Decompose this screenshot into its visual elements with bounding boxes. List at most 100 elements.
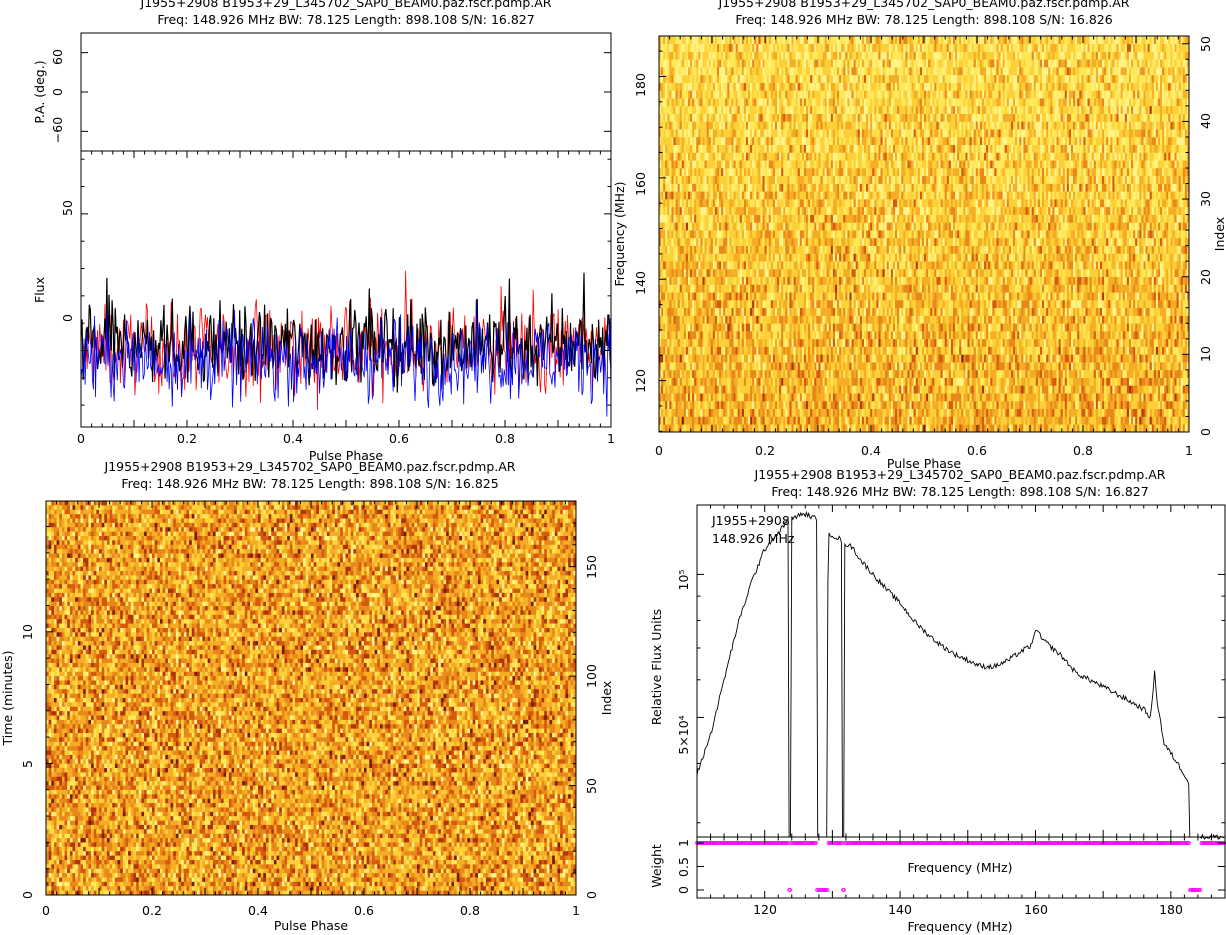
freq-heatmap-cell [872, 401, 874, 409]
freq-heatmap-cell [961, 308, 963, 316]
freq-heatmap-cell [984, 409, 986, 417]
freq-heatmap-cell [1025, 416, 1027, 424]
freq-heatmap-cell [736, 409, 738, 417]
freq-heatmap-cell [941, 370, 943, 378]
freq-heatmap-cell [835, 292, 837, 300]
freq-heatmap-cell [866, 362, 868, 370]
freq-heatmap-cell [934, 339, 936, 347]
freq-heatmap-cell [1166, 308, 1168, 316]
freq-heatmap-cell [876, 370, 878, 378]
freq-heatmap-cell [779, 300, 781, 308]
freq-heatmap-cell [702, 300, 704, 308]
freq-heatmap-cell [676, 362, 678, 370]
freq-heatmap-cell [953, 308, 955, 316]
freq-heatmap-cell [723, 323, 725, 331]
freq-heatmap-cell [1044, 393, 1046, 401]
freq-heatmap-cell [984, 393, 986, 401]
freq-heatmap-cell [864, 370, 866, 378]
freq-heatmap-cell [1154, 378, 1156, 386]
freq-heatmap-cell [854, 393, 856, 401]
freq-heatmap-cell [1119, 424, 1121, 432]
freq-heatmap-cell [783, 308, 785, 316]
freq-heatmap-cell [1112, 393, 1114, 401]
freq-heatmap-cell [1075, 416, 1077, 424]
freq-heatmap-cell [1127, 331, 1129, 339]
freq-heatmap-cell [835, 323, 837, 331]
freq-heatmap-cell [1005, 347, 1007, 355]
freq-heatmap-cell [1181, 401, 1183, 409]
freq-heatmap-cell [827, 385, 829, 393]
freq-heatmap-cell [895, 331, 897, 339]
freq-heatmap-cell [878, 354, 880, 362]
freq-heatmap-cell [787, 347, 789, 355]
freq-heatmap-cell [988, 284, 990, 292]
freq-heatmap-cell [839, 323, 841, 331]
freq-heatmap-cell [698, 308, 700, 316]
freq-heatmap-cell [723, 409, 725, 417]
freq-heatmap-cell [963, 284, 965, 292]
freq-heatmap-cell [686, 308, 688, 316]
freq-heatmap-cell [1003, 316, 1005, 324]
freq-heatmap-cell [771, 316, 773, 324]
freq-heatmap-cell [1021, 362, 1023, 370]
freq-heatmap-cell [702, 347, 704, 355]
freq-heatmap-cell [1028, 370, 1030, 378]
freq-heatmap-cell [1040, 331, 1042, 339]
freq-heatmap-cell [823, 370, 825, 378]
freq-heatmap-cell [905, 385, 907, 393]
freq-heatmap-cell [926, 393, 928, 401]
freq-heatmap-cell [705, 393, 707, 401]
freq-heatmap-cell [763, 339, 765, 347]
freq-heatmap-cell [916, 316, 918, 324]
freq-heatmap-cell [959, 378, 961, 386]
freq-heatmap-cell [1131, 401, 1133, 409]
freq-heatmap-cell [1179, 308, 1181, 316]
freq-heatmap-cell [1005, 393, 1007, 401]
freq-heatmap-cell [1094, 362, 1096, 370]
freq-heatmap-cell [798, 331, 800, 339]
freq-heatmap-cell [787, 339, 789, 347]
freq-heatmap-cell [1005, 370, 1007, 378]
freq-heatmap-cell [992, 378, 994, 386]
freq-heatmap-cell [1183, 323, 1185, 331]
freq-heatmap-cell [696, 308, 698, 316]
freq-heatmap-cell [769, 300, 771, 308]
freq-heatmap-cell [827, 300, 829, 308]
freq-heatmap-cell [1110, 323, 1112, 331]
freq-heatmap-cell [1143, 370, 1145, 378]
freq-heatmap-cell [1017, 409, 1019, 417]
freq-heatmap-cell [980, 331, 982, 339]
freq-heatmap-cell [1036, 323, 1038, 331]
freq-heatmap-cell [1170, 292, 1172, 300]
freq-heatmap-cell [816, 347, 818, 355]
freq-heatmap-cell [852, 316, 854, 324]
freq-heatmap-cell [1114, 339, 1116, 347]
freq-heatmap-cell [1015, 347, 1017, 355]
freq-heatmap-cell [922, 393, 924, 401]
freq-heatmap-cell [748, 385, 750, 393]
freq-heatmap-cell [963, 409, 965, 417]
freq-heatmap-cell [883, 370, 885, 378]
freq-heatmap-cell [887, 300, 889, 308]
freq-heatmap-cell [889, 378, 891, 386]
freq-heatmap-cell [694, 331, 696, 339]
freq-heatmap-cell [999, 393, 1001, 401]
freq-heatmap-cell [690, 347, 692, 355]
freq-heatmap-cell [1063, 354, 1065, 362]
freq-heatmap-cell [947, 385, 949, 393]
freq-heatmap-cell [951, 347, 953, 355]
freq-heatmap-cell [715, 416, 717, 424]
freq-heatmap-cell [731, 316, 733, 324]
freq-heatmap-cell [1154, 385, 1156, 393]
freq-heatmap-cell [860, 393, 862, 401]
freq-heatmap-cell [1013, 424, 1015, 432]
freq-heatmap-cell [1121, 331, 1123, 339]
freq-heatmap-cell [982, 347, 984, 355]
freq-heatmap-cell [727, 385, 729, 393]
freq-heatmap-cell [787, 331, 789, 339]
freq-heatmap-cell [789, 331, 791, 339]
freq-heatmap-cell [779, 323, 781, 331]
freq-heatmap-cell [930, 300, 932, 308]
freq-heatmap-cell [934, 292, 936, 300]
freq-heatmap-cell [682, 300, 684, 308]
